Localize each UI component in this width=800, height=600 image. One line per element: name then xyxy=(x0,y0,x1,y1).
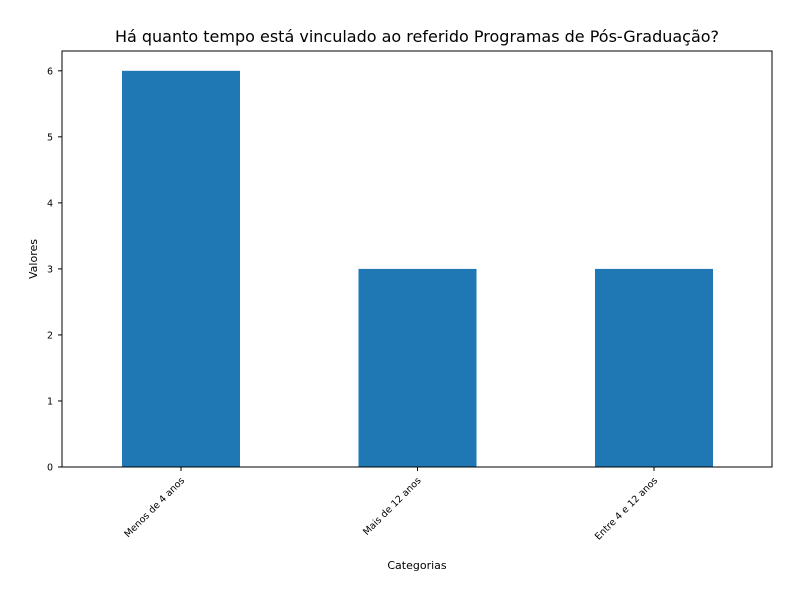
bars-group xyxy=(122,70,713,468)
y-tick-label: 1 xyxy=(47,396,53,407)
x-axis: Menos de 4 anos Mais de 12 anos Entre 4 e … xyxy=(122,467,660,542)
y-axis: 0 1 2 3 4 5 6 xyxy=(47,66,62,474)
x-tick-label: Mais de 12 anos xyxy=(361,475,423,537)
x-tick-label: Entre 4 e 12 anos xyxy=(593,475,660,542)
chart-title: Há quanto tempo está vinculado ao referi… xyxy=(115,27,719,46)
y-tick-label: 2 xyxy=(47,330,53,341)
x-tick-label: Menos de 4 anos xyxy=(122,475,187,540)
bar xyxy=(122,70,240,468)
y-tick-label: 4 xyxy=(47,198,53,209)
y-tick-label: 3 xyxy=(47,264,53,275)
y-tick-label: 5 xyxy=(47,132,53,143)
y-axis-label: Valores xyxy=(27,239,40,279)
y-tick-label: 0 xyxy=(47,463,53,474)
y-tick-label: 6 xyxy=(47,66,53,77)
plot-frame xyxy=(61,50,773,468)
bar xyxy=(595,268,713,467)
bar xyxy=(358,268,477,467)
x-axis-label: Categorias xyxy=(387,559,447,572)
